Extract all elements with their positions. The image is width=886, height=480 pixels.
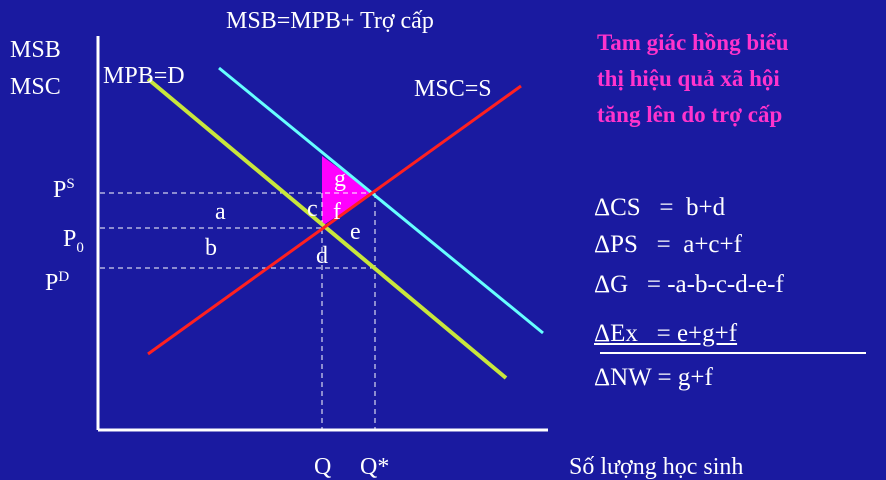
area-a-label: a bbox=[215, 199, 226, 225]
area-e-label: e bbox=[350, 219, 361, 245]
equation-ps: ΔPS = a+c+f bbox=[594, 231, 742, 258]
msb-line bbox=[218, 66, 544, 335]
y-axis-label-msb: MSB bbox=[10, 37, 61, 63]
triangle-note-line-2: thị hiệu quả xã hội bbox=[597, 66, 780, 91]
area-d-label: d bbox=[316, 243, 328, 269]
welfare-gain-triangle bbox=[322, 156, 373, 226]
area-f-label: f bbox=[333, 199, 341, 225]
triangle-note-line-3: tăng lên do trợ cấp bbox=[597, 102, 783, 127]
equation-cs: ΔCS = b+d bbox=[594, 194, 726, 221]
equation-g: ΔG = -a-b-c-d-e-f bbox=[594, 271, 784, 298]
equation-ex: ΔEx = e+g+f bbox=[594, 320, 738, 347]
x-axis-label: Số lượng học sinh bbox=[569, 454, 744, 480]
triangle-note-line-1: Tam giác hồng biểu bbox=[597, 30, 789, 55]
y-axis-label-msc: MSC bbox=[10, 74, 61, 100]
equation-nw: ΔNW = g+f bbox=[594, 364, 713, 391]
price-ps-label: PS bbox=[53, 176, 75, 203]
triangle-note: Tam giác hồng biểu thị hiệu quả xã hội t… bbox=[597, 25, 789, 133]
area-b-label: b bbox=[205, 235, 217, 261]
quantity-q-label: Q bbox=[314, 454, 332, 480]
quantity-qstar-label: Q* bbox=[360, 454, 390, 480]
mpb-curve-label: MPB=D bbox=[103, 63, 185, 89]
msc-supply-line bbox=[147, 84, 522, 356]
area-g-label: g bbox=[334, 166, 346, 192]
chart-title: MSB=MPB+ Trợ cấp bbox=[226, 8, 434, 34]
price-p0-label: P0 bbox=[63, 226, 84, 256]
area-c-label: c bbox=[307, 196, 318, 222]
price-pd-label: PD bbox=[45, 269, 70, 296]
mpb-demand-line bbox=[146, 77, 508, 380]
msc-curve-label: MSC=S bbox=[414, 76, 492, 102]
